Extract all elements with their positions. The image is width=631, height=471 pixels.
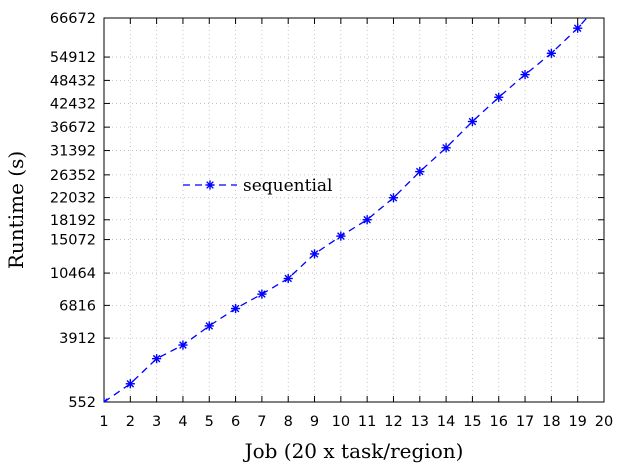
x-tick-label: 12 bbox=[384, 414, 402, 430]
x-tick-label: 11 bbox=[358, 414, 376, 430]
data-point bbox=[178, 340, 188, 350]
data-point bbox=[152, 354, 162, 364]
data-point bbox=[309, 249, 320, 259]
x-tick-label: 18 bbox=[542, 414, 560, 430]
x-tick-label: 19 bbox=[568, 414, 586, 430]
y-tick-label: 54912 bbox=[50, 50, 96, 66]
y-axis-title: Runtime (s) bbox=[4, 151, 28, 269]
x-tick-label: 2 bbox=[126, 414, 135, 430]
data-point bbox=[125, 379, 135, 389]
x-axis-title: Job (20 x task/region) bbox=[243, 439, 464, 463]
y-tick-label: 66672 bbox=[50, 11, 96, 27]
y-tick-label: 18192 bbox=[50, 213, 96, 229]
legend-label: sequential bbox=[243, 176, 332, 196]
y-tick-label: 10464 bbox=[50, 266, 96, 282]
x-tick-label: 6 bbox=[231, 414, 240, 430]
x-tick-label: 20 bbox=[595, 414, 613, 430]
x-tick-label: 8 bbox=[284, 414, 293, 430]
data-point bbox=[104, 397, 109, 402]
y-tick-label: 42432 bbox=[50, 96, 96, 112]
data-point bbox=[573, 23, 583, 33]
data-point bbox=[415, 167, 425, 177]
data-point bbox=[467, 116, 478, 127]
data-point bbox=[388, 193, 399, 203]
y-tick-label: 31392 bbox=[50, 144, 96, 160]
series-line bbox=[104, 18, 588, 402]
data-point bbox=[546, 48, 556, 58]
y-tick-labels: 552 3912 6816 10464 15072 18192 22032 26352 3139… bbox=[50, 11, 96, 411]
series-group bbox=[104, 18, 588, 402]
data-point bbox=[283, 273, 293, 284]
x-tick-label: 5 bbox=[205, 414, 214, 430]
y-tick-label: 15072 bbox=[50, 233, 96, 249]
data-point bbox=[336, 231, 346, 241]
legend-marker bbox=[205, 180, 215, 190]
x-tick-label: 15 bbox=[463, 414, 481, 430]
x-tick-label: 3 bbox=[152, 414, 161, 430]
x-tick-label: 9 bbox=[310, 414, 319, 430]
plot-frame bbox=[103, 17, 605, 403]
x-tick-labels: 1 2 3 4 5 6 7 8 9 10 11 12 13 14 15 16 17 18 19 20 bbox=[99, 414, 613, 430]
legend: sequential bbox=[183, 176, 332, 196]
data-point bbox=[520, 70, 530, 80]
y-tick-label: 36672 bbox=[50, 120, 96, 136]
y-tick-label: 48432 bbox=[50, 73, 96, 89]
x-tick-label: 13 bbox=[411, 414, 429, 430]
series-sequential bbox=[104, 18, 588, 402]
x-tick-label: 10 bbox=[332, 414, 350, 430]
data-point bbox=[362, 215, 372, 225]
x-tick-label: 14 bbox=[437, 414, 455, 430]
x-tick-label: 7 bbox=[257, 414, 266, 430]
x-tick-label: 16 bbox=[490, 414, 508, 430]
data-point bbox=[257, 289, 267, 299]
y-tick-label: 552 bbox=[68, 395, 96, 411]
data-point bbox=[441, 143, 451, 153]
x-tick-label: 17 bbox=[516, 414, 534, 430]
y-tick-label: 6816 bbox=[59, 298, 96, 314]
data-point bbox=[230, 303, 241, 314]
x-tick-label: 4 bbox=[178, 414, 187, 430]
y-tick-label: 3912 bbox=[59, 331, 96, 347]
axis-ticks bbox=[103, 17, 605, 403]
data-point bbox=[204, 321, 214, 331]
x-tick-label: 1 bbox=[99, 414, 108, 430]
y-tick-label: 22032 bbox=[50, 191, 96, 207]
y-tick-label: 26352 bbox=[50, 168, 96, 184]
data-point bbox=[494, 92, 504, 102]
